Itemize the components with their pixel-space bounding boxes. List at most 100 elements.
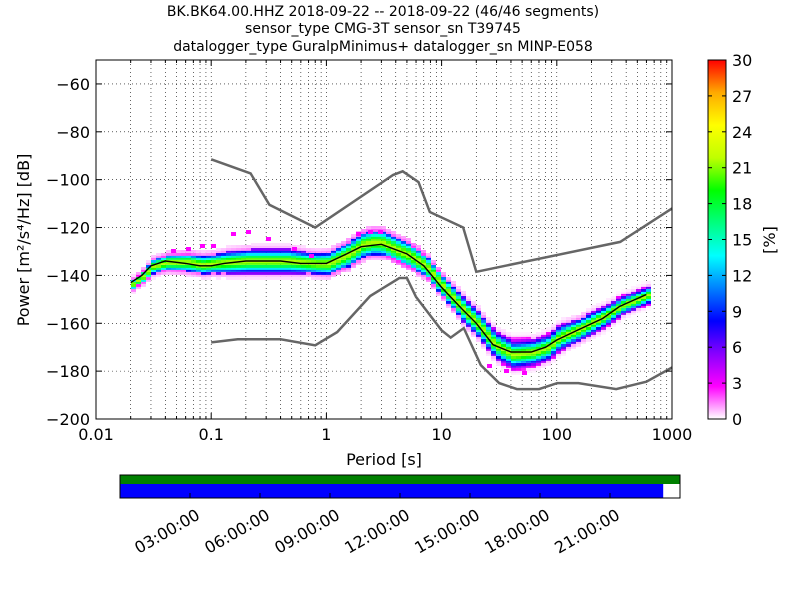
heatmap-cell: [501, 360, 506, 363]
heatmap-cell: [161, 257, 166, 260]
heatmap-cell: [316, 272, 321, 275]
heatmap-cell: [211, 265, 216, 268]
heatmap-cell: [156, 260, 161, 263]
heatmap-cell: [601, 301, 606, 304]
heatmap-cell: [371, 236, 376, 239]
heatmap-cell: [286, 269, 291, 272]
heatmap-cell: [461, 315, 466, 318]
heatmap-cell: [351, 248, 356, 251]
heatmap-cell: [606, 305, 611, 308]
heatmap-cell: [431, 279, 436, 282]
heatmap-cell: [161, 269, 166, 272]
heatmap-cell: [616, 301, 621, 304]
heatmap-cell: [431, 265, 436, 268]
heatmap-cell: [496, 353, 501, 356]
heatmap-cell: [226, 248, 231, 251]
heatmap-cell: [421, 255, 426, 258]
heatmap-cell: [241, 274, 246, 277]
heatmap-cell: [576, 341, 581, 344]
heatmap-cell: [206, 255, 211, 258]
heatmap-cell: [446, 281, 451, 284]
heatmap-cell: [526, 360, 531, 363]
heatmap-cell: [546, 332, 551, 335]
heatmap-cell: [141, 274, 146, 277]
heatmap-cell: [491, 356, 496, 359]
colorbar-tick-label: 9: [732, 302, 742, 321]
heatmap-cell: [316, 267, 321, 270]
heatmap-cell: [456, 312, 461, 315]
heatmap-cell: [186, 257, 191, 260]
heatmap-cell: [181, 269, 186, 272]
heatmap-cell: [291, 262, 296, 265]
heatmap-cell: [436, 291, 441, 294]
heatmap-cell: [296, 265, 301, 268]
heatmap-cell: [446, 296, 451, 299]
heatmap-cell: [566, 324, 571, 327]
heatmap-cell: [421, 267, 426, 270]
heatmap-cell: [331, 250, 336, 253]
heatmap-cell: [571, 346, 576, 349]
heatmap-cell: [386, 257, 391, 260]
heatmap-cell: [591, 334, 596, 337]
heatmap-cell: [431, 281, 436, 284]
heatmap-cell: [461, 303, 466, 306]
heatmap-cell: [486, 348, 491, 351]
heatmap-cell: [571, 332, 576, 335]
heatmap-cell: [356, 250, 361, 253]
heatmap-cell: [516, 368, 521, 371]
heatmap-cell: [456, 293, 461, 296]
heatmap-cell: [166, 265, 171, 268]
heatmap-cell: [181, 255, 186, 258]
heatmap-cell: [311, 248, 316, 251]
heatmap-cell: [166, 257, 171, 260]
heatmap-cell: [636, 308, 641, 311]
heatmap-cell: [411, 248, 416, 251]
heatmap-cell: [301, 245, 306, 248]
heatmap-cell: [626, 289, 631, 292]
heatmap-cell: [456, 286, 461, 289]
heatmap-cell: [446, 286, 451, 289]
heatmap-cell: [306, 257, 311, 260]
heatmap-cell: [646, 293, 651, 296]
heatmap-cell: [321, 253, 326, 256]
heatmap-cell: [516, 334, 521, 337]
median-curve: [130, 243, 647, 353]
heatmap-cell: [616, 293, 621, 296]
heatmap-cell: [316, 269, 321, 272]
heatmap-cell: [316, 253, 321, 256]
heatmap-cell: [346, 267, 351, 270]
heatmap-cell: [556, 336, 561, 339]
heatmap-cell: [516, 348, 521, 351]
heatmap-cell: [156, 257, 161, 260]
heatmap-cell: [516, 358, 521, 361]
heatmap-cell: [451, 305, 456, 308]
colorbar-tick-label: 21: [732, 159, 752, 178]
heatmap-cell: [506, 339, 511, 342]
heatmap-cell: [176, 262, 181, 265]
heatmap-cell: [191, 265, 196, 268]
y-tick-label: −180: [46, 362, 90, 381]
heatmap-cell: [561, 353, 566, 356]
heatmap-cell: [406, 262, 411, 265]
heatmap-cell: [416, 265, 421, 268]
colorbar-tick-label: 27: [732, 87, 752, 106]
heatmap-cell: [446, 279, 451, 282]
heatmap-cell: [281, 253, 286, 256]
heatmap-cell: [396, 243, 401, 246]
heatmap-cell: [251, 245, 256, 248]
heatmap-cell: [471, 332, 476, 335]
heatmap-cell: [486, 324, 491, 327]
heatmap-cell: [606, 320, 611, 323]
heatmap-cell: [246, 269, 251, 272]
heatmap-cell: [506, 365, 511, 368]
heatmap-cell: [466, 327, 471, 330]
heatmap-cell: [541, 329, 546, 332]
heatmap-cell: [401, 260, 406, 263]
heatmap-cell: [551, 324, 556, 327]
heatmap-cell: [516, 339, 521, 342]
heatmap-cell: [306, 248, 311, 251]
heatmap-cell: [281, 274, 286, 277]
heatmap-cell: [391, 255, 396, 258]
heatmap-cell: [521, 365, 526, 368]
heatmap-cell: [491, 351, 496, 354]
